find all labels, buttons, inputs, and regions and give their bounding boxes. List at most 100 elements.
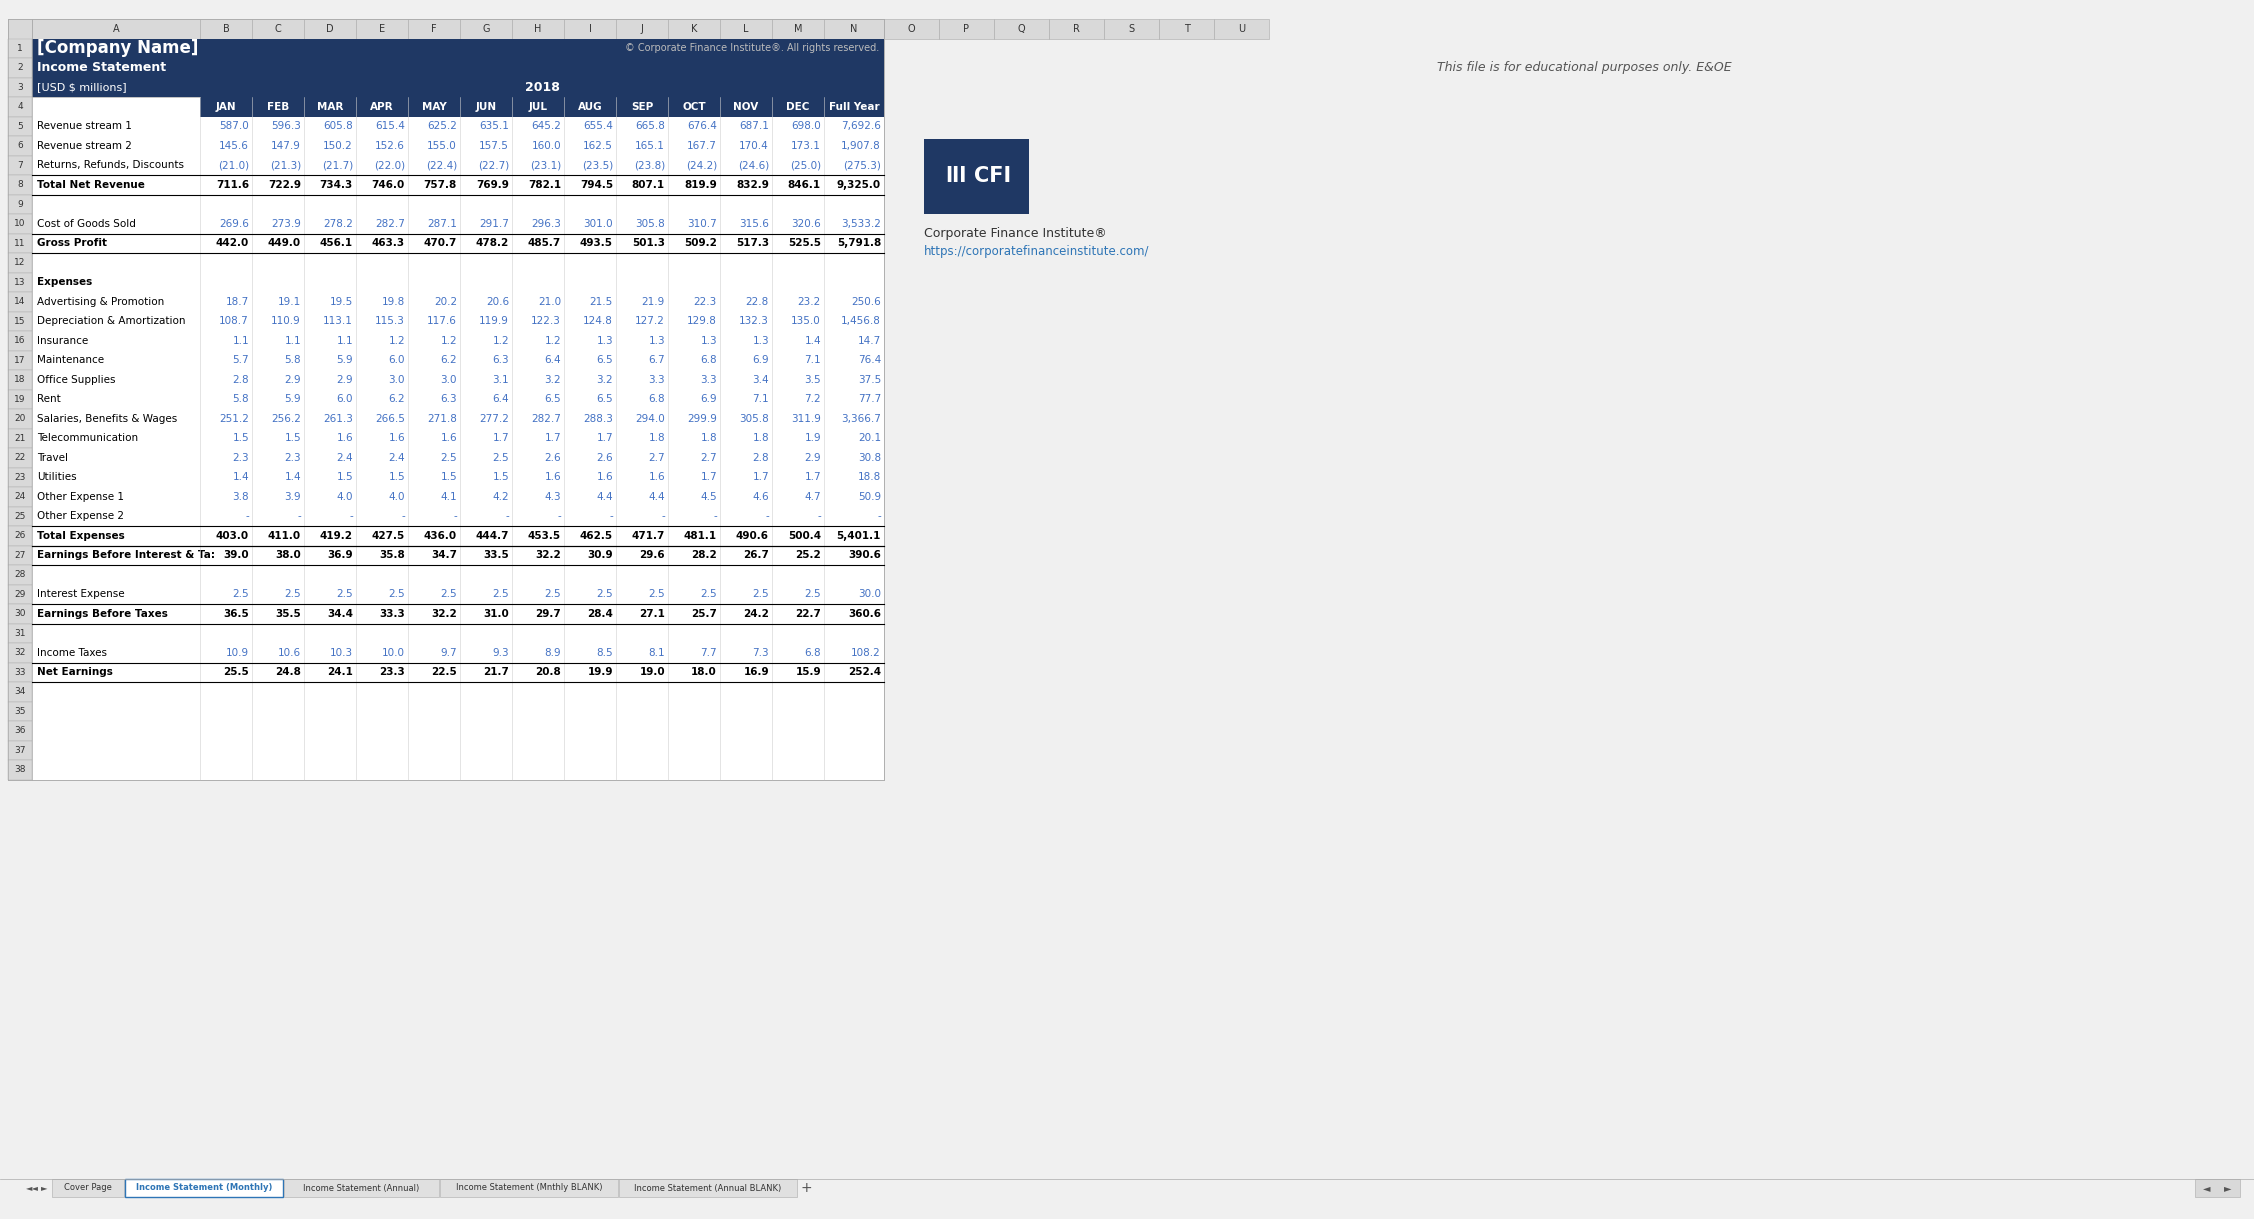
Text: 2.5: 2.5: [805, 589, 820, 600]
Text: 29.6: 29.6: [640, 550, 665, 561]
Text: 6.8: 6.8: [701, 355, 717, 366]
Bar: [52, 1179, 124, 1197]
Bar: [304, 20, 356, 39]
Text: 277.2: 277.2: [480, 413, 509, 424]
Bar: [356, 20, 408, 39]
Text: 3.8: 3.8: [232, 491, 248, 502]
Bar: [9, 720, 32, 740]
Text: I: I: [588, 23, 591, 34]
Text: 22.5: 22.5: [431, 667, 458, 678]
Text: 3.2: 3.2: [545, 374, 561, 385]
Bar: [32, 720, 884, 740]
Text: 30.0: 30.0: [859, 589, 881, 600]
Text: ◄◄: ◄◄: [25, 1184, 38, 1192]
Text: 24.8: 24.8: [275, 667, 302, 678]
Text: 10.9: 10.9: [225, 647, 248, 658]
Text: (22.0): (22.0): [374, 160, 406, 171]
Text: Cost of Goods Sold: Cost of Goods Sold: [36, 218, 135, 229]
Text: 4.7: 4.7: [805, 491, 820, 502]
Text: Gross Profit: Gross Profit: [36, 238, 106, 249]
Bar: [9, 312, 32, 332]
Bar: [408, 20, 460, 39]
Text: 165.1: 165.1: [636, 140, 665, 151]
Text: 1.7: 1.7: [545, 433, 561, 444]
Text: G: G: [482, 23, 489, 34]
Bar: [9, 20, 884, 779]
Text: 4.3: 4.3: [545, 491, 561, 502]
Bar: [32, 681, 884, 701]
Text: 16.9: 16.9: [744, 667, 769, 678]
Text: 9,325.0: 9,325.0: [836, 179, 881, 190]
Text: -: -: [557, 511, 561, 522]
Text: 1.6: 1.6: [545, 472, 561, 483]
Text: ►: ►: [41, 1184, 47, 1192]
Text: 1.8: 1.8: [701, 433, 717, 444]
Text: 16: 16: [14, 336, 25, 345]
Bar: [32, 78, 884, 98]
Text: 7.1: 7.1: [753, 394, 769, 405]
Text: 1.5: 1.5: [491, 472, 509, 483]
Bar: [0, 0, 2254, 20]
Text: 1.4: 1.4: [232, 472, 248, 483]
Text: 1.5: 1.5: [336, 472, 354, 483]
Bar: [460, 20, 512, 39]
Text: Earnings Before Interest & Ta:: Earnings Before Interest & Ta:: [36, 550, 214, 561]
Text: 37: 37: [14, 746, 25, 755]
Text: 282.7: 282.7: [374, 218, 406, 229]
Text: 7: 7: [18, 161, 23, 169]
Text: 2.5: 2.5: [232, 589, 248, 600]
Text: 310.7: 310.7: [687, 218, 717, 229]
Text: 27: 27: [14, 551, 25, 560]
Text: 152.6: 152.6: [374, 140, 406, 151]
Text: 21.0: 21.0: [539, 296, 561, 307]
Text: 4.5: 4.5: [701, 491, 717, 502]
Text: 1.7: 1.7: [753, 472, 769, 483]
Text: MAR: MAR: [318, 101, 343, 112]
Text: 1.4: 1.4: [805, 335, 820, 346]
Text: 2.5: 2.5: [440, 589, 458, 600]
Text: 108.7: 108.7: [219, 316, 248, 327]
Bar: [9, 603, 32, 623]
Text: -: -: [298, 511, 302, 522]
Text: [Company Name]: [Company Name]: [36, 39, 198, 57]
Text: 4.1: 4.1: [440, 491, 458, 502]
Text: 6.2: 6.2: [388, 394, 406, 405]
Bar: [924, 139, 1030, 215]
Bar: [32, 312, 884, 332]
Bar: [32, 740, 884, 759]
Text: 170.4: 170.4: [739, 140, 769, 151]
Text: 625.2: 625.2: [426, 121, 458, 132]
Text: 6.5: 6.5: [545, 394, 561, 405]
Text: 28.4: 28.4: [586, 608, 613, 619]
Text: 1.3: 1.3: [753, 335, 769, 346]
Bar: [9, 195, 32, 215]
Text: 411.0: 411.0: [268, 530, 302, 541]
Text: 360.6: 360.6: [848, 608, 881, 619]
Text: 50.9: 50.9: [859, 491, 881, 502]
Text: (23.1): (23.1): [530, 160, 561, 171]
Text: 3.0: 3.0: [388, 374, 406, 385]
Text: 173.1: 173.1: [791, 140, 820, 151]
Bar: [9, 642, 32, 662]
Bar: [32, 215, 884, 234]
Text: Returns, Refunds, Discounts: Returns, Refunds, Discounts: [36, 160, 185, 171]
Bar: [9, 545, 32, 564]
Bar: [32, 701, 884, 720]
Text: Full Year: Full Year: [829, 101, 879, 112]
Text: 3.5: 3.5: [805, 374, 820, 385]
Bar: [9, 507, 32, 527]
Text: Income Statement (Annual): Income Statement (Annual): [304, 1184, 419, 1192]
Text: 5,401.1: 5,401.1: [836, 530, 881, 541]
Text: 311.9: 311.9: [791, 413, 820, 424]
Bar: [32, 371, 884, 390]
Text: DEC: DEC: [787, 101, 809, 112]
Bar: [32, 117, 884, 137]
Text: 807.1: 807.1: [631, 179, 665, 190]
Text: 19.9: 19.9: [588, 667, 613, 678]
Bar: [825, 20, 884, 39]
Text: 113.1: 113.1: [322, 316, 354, 327]
Text: MAY: MAY: [421, 101, 446, 112]
Bar: [32, 449, 884, 468]
Bar: [32, 156, 884, 176]
Text: FEB: FEB: [266, 101, 289, 112]
